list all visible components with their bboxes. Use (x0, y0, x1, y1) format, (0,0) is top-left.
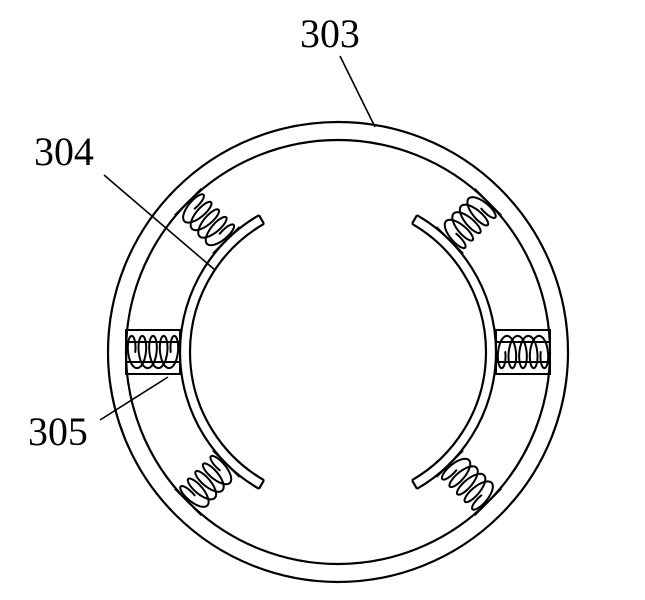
label-304: 304 (34, 128, 94, 175)
spring-0 (496, 333, 550, 371)
inner-arc-right (412, 215, 496, 489)
spring-135 (175, 450, 240, 515)
spring-180 (126, 333, 180, 371)
inner-arc-segments (180, 215, 496, 489)
leader-304 (104, 175, 215, 270)
inner-arc-left (180, 215, 264, 489)
label-305: 305 (28, 408, 88, 455)
spring-315 (436, 189, 501, 254)
leader-303 (340, 56, 375, 127)
label-303: 303 (300, 10, 360, 57)
spring-45 (436, 450, 501, 515)
